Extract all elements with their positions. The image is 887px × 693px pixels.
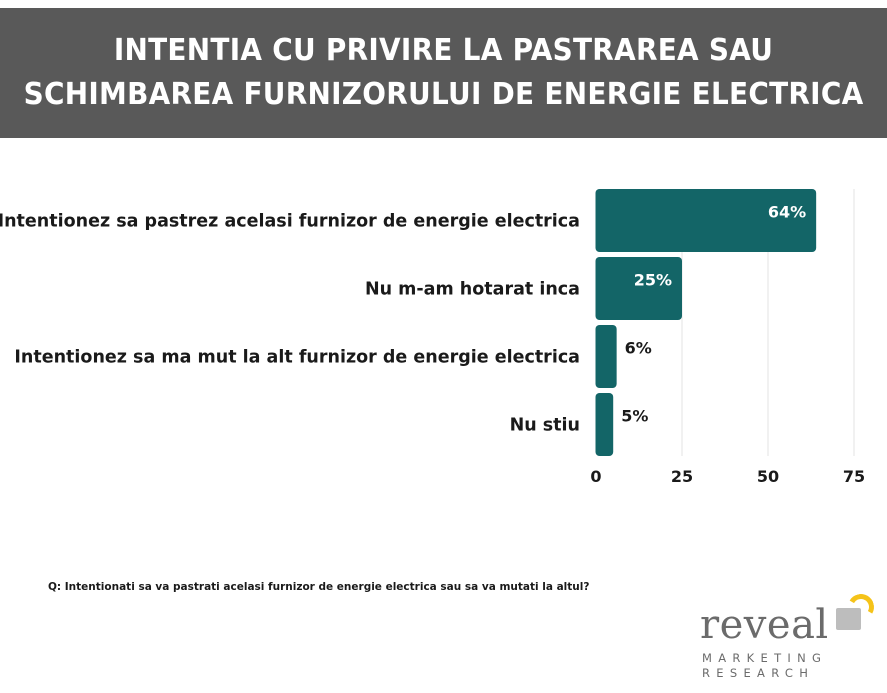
x-tick-label-0: 0 <box>590 467 601 486</box>
title-line-2: SCHIMBAREA FURNIZORULUI DE ENERGIE ELECT… <box>23 77 864 112</box>
category-label-1: Nu m-am hotarat inca <box>365 280 580 300</box>
title-banner: INTENTIA CU PRIVIRE LA PASTRAREA SAU SCH… <box>0 8 887 138</box>
data-label-2: 6% <box>625 339 652 358</box>
logo-subtitle: MARKETING RESEARCH <box>702 651 827 681</box>
bar-1 <box>595 257 682 320</box>
logo-subtitle-line-1: MARKETING <box>702 651 828 665</box>
reveal-logo: reveal MARKETING RESEARCH <box>700 591 880 686</box>
x-tick-label-3: 75 <box>843 467 865 486</box>
data-label-0: 64% <box>768 203 806 222</box>
logo-subtitle-line-2: RESEARCH <box>702 666 815 680</box>
data-label-1: 25% <box>634 271 672 290</box>
title-line-1: INTENTIA CU PRIVIRE LA PASTRAREA SAU <box>113 33 774 68</box>
survey-question: Q: Intentionati sa va pastrati acelasi f… <box>48 581 590 593</box>
x-tick-label-1: 25 <box>671 467 693 486</box>
category-label-3: Nu stiu <box>510 416 580 436</box>
x-tick-label-2: 50 <box>757 467 779 486</box>
data-label-3: 5% <box>621 407 648 426</box>
bar-3 <box>595 393 614 456</box>
bar-2 <box>595 325 617 388</box>
logo-square-icon <box>836 608 861 630</box>
category-label-2: Intentionez sa ma mut la alt furnizor de… <box>14 348 580 368</box>
logo-wordmark: reveal <box>700 602 829 648</box>
bar-0 <box>595 189 817 252</box>
category-label-0: Intentionez sa pastrez acelasi furnizor … <box>0 212 580 232</box>
bar-chart: Intentionez sa pastrez acelasi furnizor … <box>0 189 865 486</box>
